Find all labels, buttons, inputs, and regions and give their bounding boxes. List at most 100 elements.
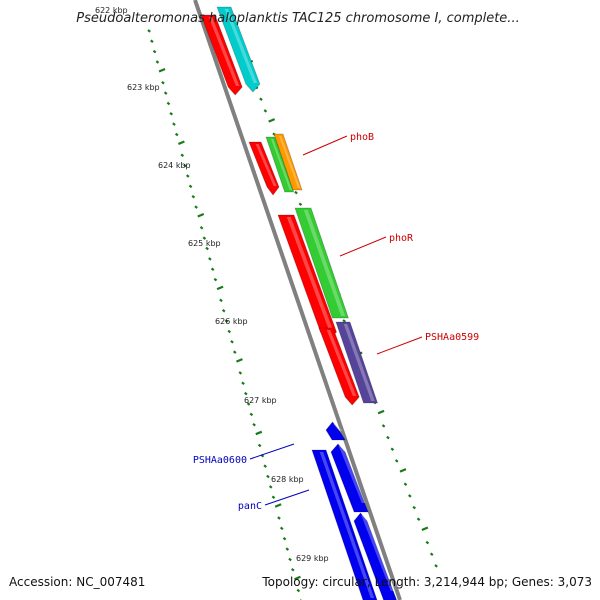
kbp-tick-label: 625 kbp (188, 239, 221, 248)
topology-info-text: Topology: circular; Length: 3,214,944 bp… (261, 575, 592, 589)
inner-tick-mark (166, 101, 171, 106)
inner-tick-mark (266, 474, 270, 479)
inner-tick-mark (202, 236, 207, 240)
gene-arrow[interactable] (273, 133, 303, 191)
gene-arrow[interactable] (325, 421, 346, 441)
kbp-tick-label: 623 kbp (127, 83, 160, 92)
inner-tick-mark (296, 588, 301, 593)
inner-tick-mark (257, 443, 262, 448)
kbp-tick-label: 626 kbp (215, 317, 248, 326)
kbp-tick-label: 624 kbp (158, 161, 191, 170)
gene-label-leader (302, 135, 348, 156)
inner-tick-mark (268, 485, 273, 489)
inner-tick-mark (208, 257, 212, 261)
inner-tick-mark (219, 298, 223, 303)
gene-arrow-highlight (326, 330, 357, 396)
inner-tick-mark (274, 503, 282, 508)
outer-tick-mark (425, 540, 430, 545)
gene-label[interactable]: phoR (389, 233, 414, 244)
outer-tick-mark (390, 447, 395, 451)
gene-arrow-highlight (338, 446, 366, 503)
gene-arrow[interactable] (216, 6, 261, 93)
gene-layer (200, 6, 398, 600)
kbp-tick-label: 629 kbp (296, 554, 329, 563)
gene-arrow-highlight (224, 9, 258, 83)
inner-tick-mark (169, 112, 174, 116)
inner-tick-mark (150, 39, 154, 44)
outer-tick-mark (399, 468, 407, 473)
kbp-tick-label: 622 kbp (95, 6, 128, 15)
outer-tick-mark (416, 517, 421, 521)
outer-tick-mark (268, 118, 276, 123)
outer-tick-mark (429, 552, 434, 556)
inner-tick-mark (279, 526, 284, 531)
outer-tick-mark (394, 459, 399, 463)
gene-arrow[interactable] (330, 443, 369, 513)
gene-arrow[interactable] (294, 207, 349, 319)
outer-tick-mark (412, 505, 417, 510)
inner-tick-mark (183, 163, 187, 168)
gene-arrow[interactable] (318, 327, 360, 406)
gene-arrow-highlight (208, 17, 240, 86)
kbp-tick-label: 627 kbp (244, 396, 277, 405)
gene-arrow[interactable] (311, 449, 378, 600)
gene-arrow-highlight (343, 324, 375, 401)
inner-tick-mark (191, 194, 196, 199)
inner-tick-mark (277, 516, 281, 520)
inner-tick-mark (213, 277, 218, 282)
label-layer: phoB phoR PSHAa0599 PSHAa0600 panC (193, 132, 479, 512)
gene-label[interactable]: PSHAa0599 (425, 332, 479, 343)
gene-arrow[interactable] (248, 141, 280, 196)
gene-label-leader (264, 489, 310, 506)
gene-arrow[interactable] (353, 512, 398, 600)
inner-tick-mark (238, 371, 243, 375)
inner-tick-mark (282, 536, 287, 541)
inner-tick-mark (188, 184, 193, 189)
kbp-tick-label: 628 kbp (271, 475, 304, 484)
gene-arrow[interactable] (200, 14, 243, 96)
inner-tick-mark (246, 402, 251, 406)
outer-tick-mark (294, 190, 298, 195)
inner-tick-mark (147, 29, 151, 33)
outer-tick-mark (403, 482, 408, 486)
gene-arrow-highlight (303, 210, 346, 316)
gene-arrow-highlight (278, 136, 301, 188)
inner-tick-mark (249, 412, 254, 417)
inner-tick-mark (285, 547, 290, 551)
inner-tick-mark (174, 132, 179, 137)
gene-label[interactable]: phoB (350, 132, 374, 143)
gene-label[interactable]: panC (238, 501, 262, 512)
gene-label-leader (339, 236, 387, 257)
outer-tick-mark (377, 409, 385, 415)
inner-tick-mark (221, 308, 226, 313)
inner-tick-mark (288, 557, 292, 562)
gene-arrow-highlight (333, 424, 343, 431)
outer-tick-mark (386, 435, 390, 440)
chromosome-backbone (193, 0, 402, 600)
inner-tick-mark (216, 285, 224, 291)
gene-arrow[interactable] (265, 136, 295, 193)
inner-tick-mark (271, 495, 276, 500)
map-title: Pseudoalteromonas haloplanktis TAC125 ch… (76, 11, 519, 26)
inner-tick-mark (236, 358, 243, 363)
outer-tick-mark (259, 97, 263, 101)
inner-tick-mark (294, 575, 301, 581)
inner-tick-mark (227, 329, 232, 334)
gene-arrow[interactable] (335, 321, 379, 404)
inner-tick-mark (263, 464, 267, 468)
inner-tick-mark (230, 340, 234, 344)
inner-tick-mark (232, 350, 237, 354)
inner-tick-mark (210, 267, 215, 272)
accession-text: Accession: NC_007481 (9, 575, 145, 589)
gene-label[interactable]: PSHAa0600 (193, 455, 247, 466)
inner-tick-mark (158, 67, 166, 73)
inner-tick-mark (199, 226, 204, 230)
inner-tick-mark (161, 80, 165, 85)
outer-tick-mark (434, 564, 438, 568)
inner-tick-mark (180, 153, 185, 158)
gene-arrow-highlight (361, 515, 394, 591)
gene-arrow-highlight (319, 452, 375, 598)
gene-arrow-highlight (255, 144, 277, 186)
